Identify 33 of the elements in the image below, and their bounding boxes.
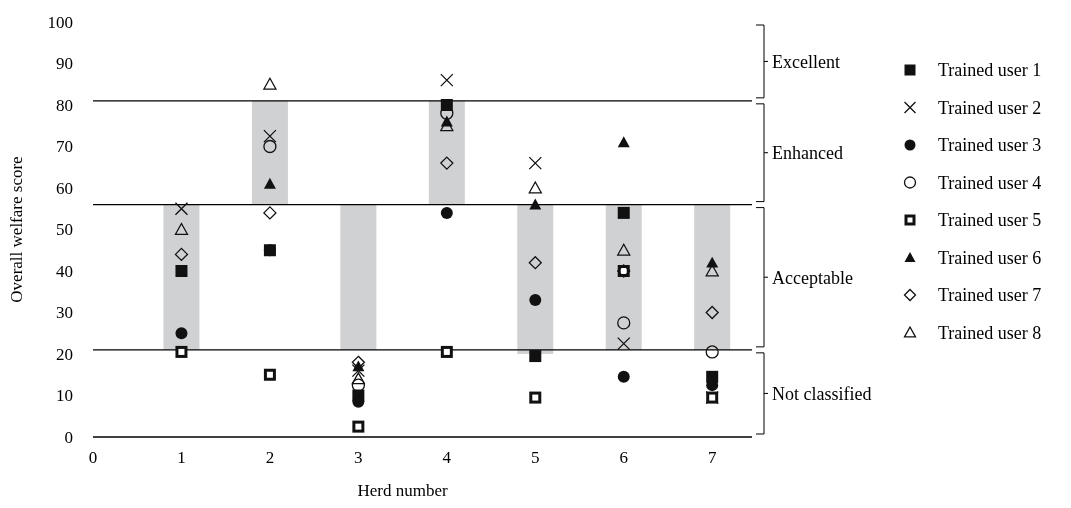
legend-label: Trained user 5 xyxy=(938,210,1042,231)
y-tick-label: 90 xyxy=(56,54,73,74)
text: Enhanced xyxy=(772,143,843,164)
legend-label: Trained user 4 xyxy=(938,172,1042,193)
y-tick-label: 70 xyxy=(56,137,73,157)
legend-label: Trained user 1 xyxy=(938,60,1042,81)
x-tick-label: 5 xyxy=(531,448,540,467)
y-tick-label: 40 xyxy=(56,261,73,281)
x-tick-label: 7 xyxy=(707,448,717,467)
text: Not classified xyxy=(772,383,872,404)
x-tick-label: 4 xyxy=(442,448,452,467)
y-axis-title: Overall welfare score xyxy=(7,156,26,303)
y-tick-label: 80 xyxy=(56,95,73,115)
y-tick-label: 20 xyxy=(56,344,73,364)
text: Acceptable xyxy=(772,267,853,288)
y-tick-label: 100 xyxy=(47,12,73,32)
y-tick-label: 60 xyxy=(56,178,73,198)
legend-label: Trained user 3 xyxy=(938,135,1042,156)
legend-label: Trained user 2 xyxy=(938,97,1042,118)
y-tick-label: 50 xyxy=(56,220,73,240)
x-axis-title: Herd number xyxy=(357,481,449,500)
x-tick-label: 3 xyxy=(354,448,363,467)
x-tick-label: 1 xyxy=(177,448,186,467)
y-tick-label: 0 xyxy=(64,427,73,447)
x-tick-label: 2 xyxy=(265,448,275,467)
x-tick-label: 0 xyxy=(88,448,98,467)
legend-label: Trained user 8 xyxy=(938,322,1042,343)
legend-label: Trained user 7 xyxy=(938,285,1042,306)
y-tick-label: 10 xyxy=(56,386,73,406)
legend-label: Trained user 6 xyxy=(938,247,1042,268)
x-tick-label: 6 xyxy=(619,448,628,467)
y-tick-label: 30 xyxy=(56,303,73,323)
text: Excellent xyxy=(772,51,840,72)
